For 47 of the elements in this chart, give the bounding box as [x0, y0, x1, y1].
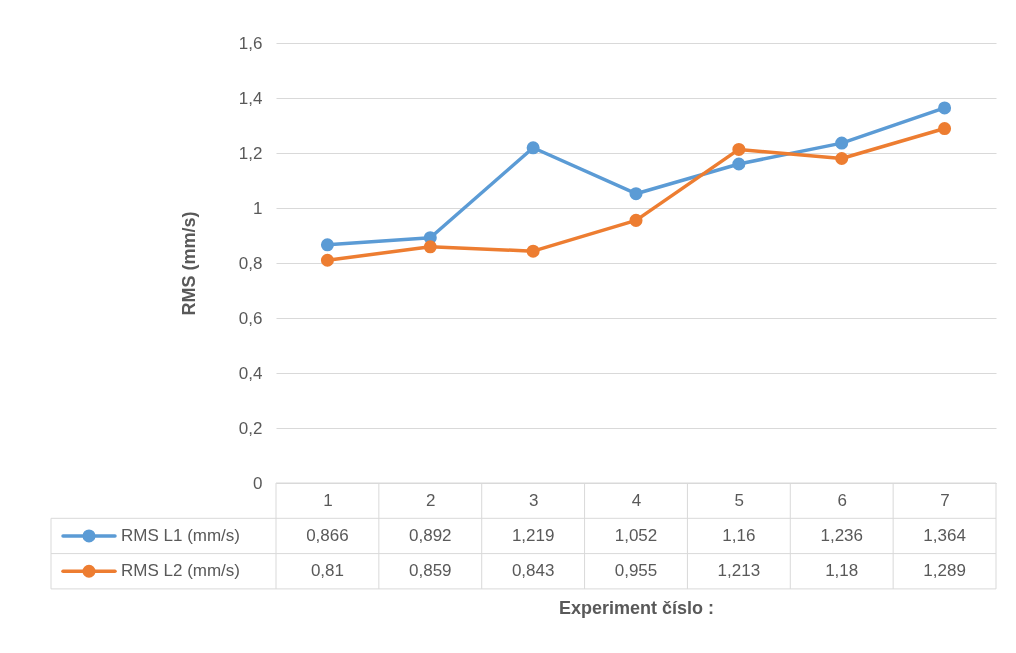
x-tick-label: 3 — [528, 490, 539, 510]
point — [938, 101, 952, 115]
y-axis-title: RMS (mm/s) — [178, 211, 199, 316]
data-label: 1,18 — [825, 561, 859, 581]
y-tick-label: 0,2 — [238, 418, 263, 438]
x-tick-label: 2 — [426, 490, 436, 510]
point — [526, 141, 540, 155]
x-tick-label: 1 — [323, 490, 333, 510]
y-tick-label: 1,2 — [238, 143, 263, 163]
data-label: 0,859 — [409, 561, 452, 581]
data-label: 0,892 — [409, 525, 452, 545]
point — [732, 142, 746, 156]
data-label: 0,81 — [310, 561, 344, 581]
point — [320, 253, 334, 267]
x-tick-label: 7 — [940, 490, 950, 510]
point — [629, 213, 643, 227]
x-axis-title: Experiment číslo : — [558, 597, 715, 618]
legend-label: RMS L1 (mm/s) — [121, 525, 240, 545]
data-label: 0,955 — [614, 561, 658, 581]
point — [835, 151, 849, 166]
point — [835, 136, 849, 150]
y-tick-label: 0,8 — [238, 253, 263, 273]
y-tick-label: 1 — [253, 198, 263, 218]
data-label: 1,16 — [722, 525, 756, 545]
data-label: 1,364 — [923, 525, 966, 545]
point — [629, 187, 643, 201]
data-label: 1,213 — [717, 561, 761, 581]
data-label: 1,236 — [820, 525, 863, 545]
point — [320, 238, 334, 252]
data-label: 1,219 — [511, 525, 555, 545]
y-tick-label: 0,6 — [238, 308, 263, 328]
x-tick-label: 5 — [734, 490, 745, 510]
point — [732, 157, 746, 171]
y-tick-label: 0 — [253, 473, 263, 493]
data-label: 1,289 — [923, 561, 966, 581]
point — [526, 244, 540, 258]
data-label: 1,052 — [614, 525, 658, 545]
x-tick-label: 6 — [837, 490, 847, 510]
y-tick-label: 0,4 — [238, 363, 263, 383]
point — [423, 240, 437, 254]
data-label: 0,866 — [306, 525, 349, 545]
y-tick-label: 1,4 — [238, 88, 263, 108]
legend-label: RMS L2 (mm/s) — [121, 561, 240, 581]
y-tick-label: 1,6 — [238, 33, 263, 53]
point — [938, 122, 952, 136]
x-tick-label: 4 — [631, 490, 642, 510]
data-label: 0,843 — [511, 561, 555, 581]
